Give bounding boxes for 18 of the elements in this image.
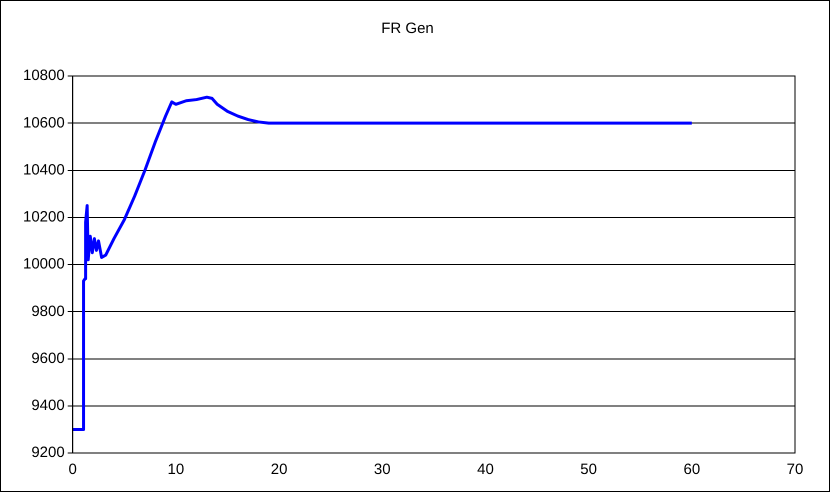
x-tick-label: 10 xyxy=(168,461,184,478)
x-tick-label: 50 xyxy=(580,461,597,478)
y-tick-label: 10200 xyxy=(22,208,65,226)
y-tick-label: 9400 xyxy=(31,397,65,414)
x-tick-label: 70 xyxy=(786,461,804,478)
x-tick-label: 20 xyxy=(270,461,288,478)
x-tick-label: 0 xyxy=(68,461,77,478)
x-tick-label: 60 xyxy=(683,461,700,478)
y-tick-label: 9800 xyxy=(31,302,65,320)
y-tick-label: 9600 xyxy=(31,350,65,367)
y-tick-label: 10800 xyxy=(22,67,65,84)
x-tick-label: 40 xyxy=(477,461,494,478)
y-tick-label: 10600 xyxy=(22,114,65,132)
chart-title: FR Gen xyxy=(381,20,434,38)
y-tick-label: 9200 xyxy=(31,444,65,462)
y-tick-label: 10400 xyxy=(22,161,65,178)
x-tick-label: 30 xyxy=(374,461,391,478)
y-tick-label: 10000 xyxy=(22,256,65,273)
